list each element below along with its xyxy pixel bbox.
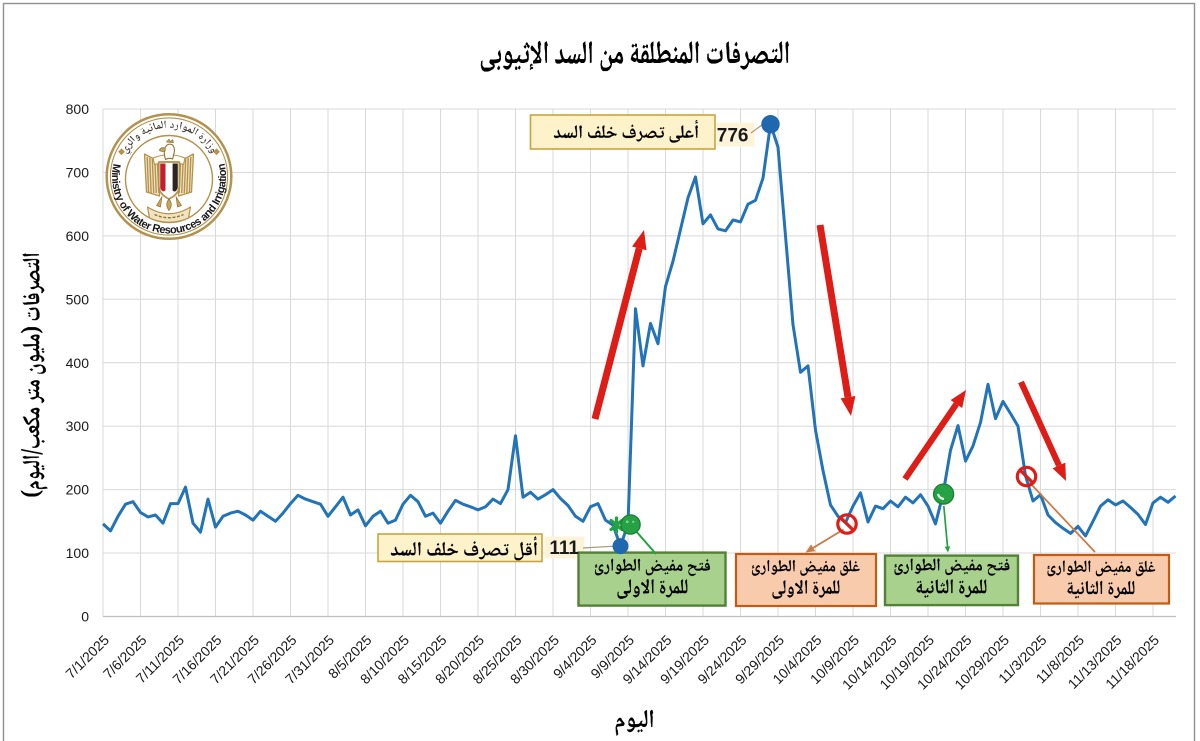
svg-text:200: 200 bbox=[66, 482, 90, 498]
svg-text:776: 776 bbox=[717, 126, 749, 147]
svg-text:100: 100 bbox=[66, 545, 90, 561]
svg-text:800: 800 bbox=[66, 101, 90, 117]
svg-text:0: 0 bbox=[81, 609, 89, 625]
svg-text:300: 300 bbox=[66, 418, 90, 434]
svg-text:600: 600 bbox=[66, 228, 90, 244]
svg-text:700: 700 bbox=[66, 164, 90, 180]
svg-text:500: 500 bbox=[66, 291, 90, 307]
svg-text:400: 400 bbox=[66, 355, 90, 371]
svg-text:111: 111 bbox=[549, 538, 579, 559]
